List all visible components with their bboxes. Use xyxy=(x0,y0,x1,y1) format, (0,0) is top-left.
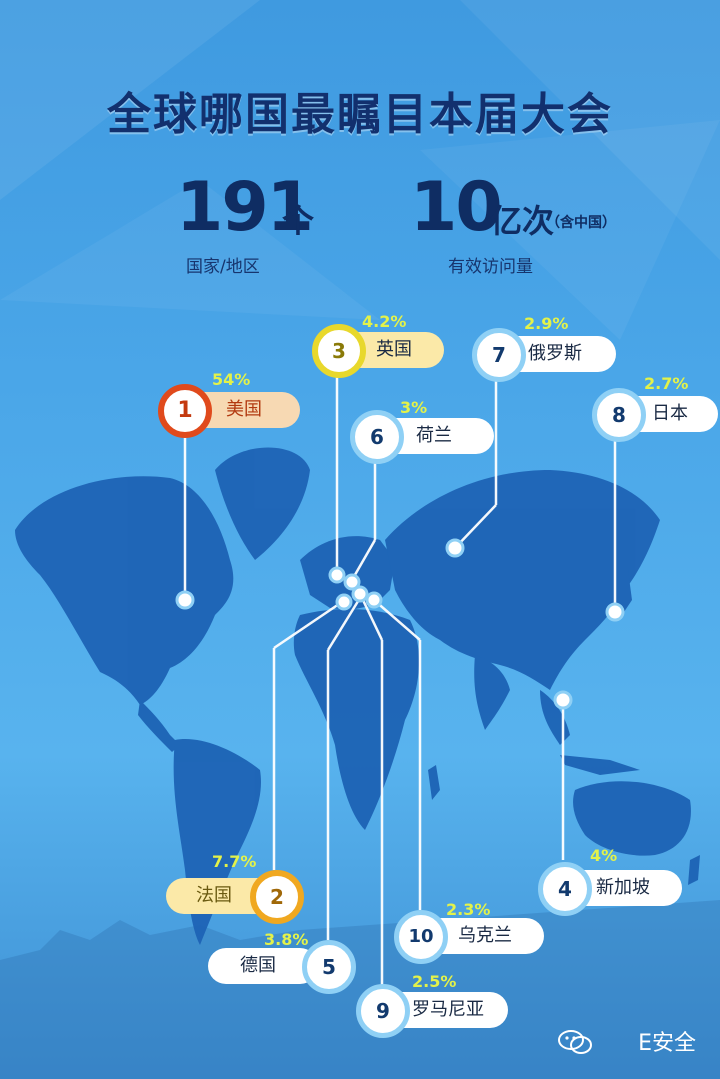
pct-japan: 2.7% xyxy=(644,374,689,393)
stat-visits-label: 有效访问量 xyxy=(448,257,533,277)
pct-russia: 2.9% xyxy=(524,314,569,333)
stat-countries-label: 国家/地区 xyxy=(186,257,260,277)
rank-badge-10: 10 xyxy=(394,910,448,964)
stat-visits-unit: 亿次 xyxy=(490,202,555,240)
stat-countries-number: 191 xyxy=(176,168,314,247)
rank-badge-5: 5 xyxy=(302,940,356,994)
pct-germany: 3.8% xyxy=(264,930,309,949)
stat-countries-unit: 个 xyxy=(282,202,315,240)
watermark-text: E安全 xyxy=(638,1031,696,1056)
rank-badge-2: 2 xyxy=(250,870,304,924)
stat-visits-note: （含中国） xyxy=(546,215,616,231)
rank-badge-1: 1 xyxy=(158,384,212,438)
wechat-icon xyxy=(558,1030,592,1054)
location-dots xyxy=(175,538,625,710)
pct-romania: 2.5% xyxy=(412,972,457,991)
pct-singapore: 4% xyxy=(590,846,618,865)
continents xyxy=(15,447,700,945)
pct-netherlands: 3% xyxy=(400,398,428,417)
pct-usa: 54% xyxy=(212,370,251,389)
stat-visits-number: 10 xyxy=(410,168,503,247)
leader-lines xyxy=(183,370,617,990)
rank-badge-8: 8 xyxy=(592,388,646,442)
rank-badge-6: 6 xyxy=(350,410,404,464)
rank-badge-3: 3 xyxy=(312,324,366,378)
pct-uk: 4.2% xyxy=(362,312,407,331)
rank-badge-4: 4 xyxy=(538,862,592,916)
pct-ukraine: 2.3% xyxy=(446,900,491,919)
rank-badge-7: 7 xyxy=(472,328,526,382)
rank-badge-9: 9 xyxy=(356,984,410,1038)
label-germany: 德国 xyxy=(208,948,318,984)
pct-france: 7.7% xyxy=(212,852,257,871)
page-title: 全球哪国最瞩目本届大会 xyxy=(107,89,613,140)
